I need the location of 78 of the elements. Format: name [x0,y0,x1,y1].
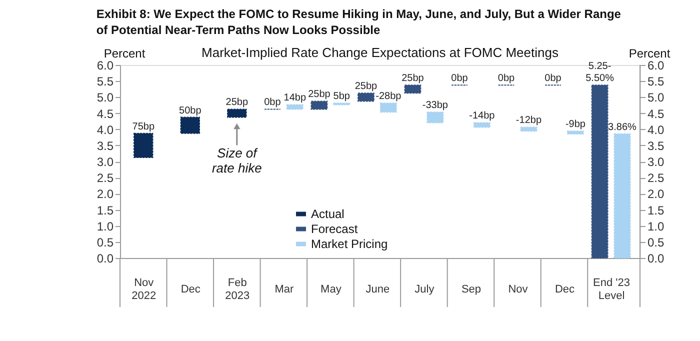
y-tick-label: 2.5 [96,171,114,186]
annotation: 0bp [498,73,516,84]
y2-tick-label: 0.5 [648,235,665,250]
y-tick-label: 3.5 [96,138,114,153]
bar [227,108,247,118]
y-tick-label: 0.0 [96,252,114,266]
y2-tick-label: 1.0 [648,219,665,234]
annotation: 5bp [333,91,350,102]
bar [591,84,608,258]
bar [134,132,154,158]
x-tick-label: Mar [274,284,294,296]
y-tick-label: 5.5 [96,74,114,89]
data-label: 0bp [544,73,562,84]
y2-tick-label: 0.0 [648,252,665,266]
y2-axis-title: Percent [628,46,671,60]
y2-tick-label: 2.5 [648,171,665,186]
bar [358,92,374,102]
y-tick-label: 4.5 [96,106,114,121]
annotation: 25bp [226,97,248,108]
annotation: 14bp [284,92,306,104]
annotation: 75bp [132,121,155,132]
annotation: -28bp [376,91,402,102]
annotation: -12bp [516,115,542,126]
annotation: 50bp [179,105,202,116]
x-tick-label: Dec [180,284,201,296]
y2-tick-label: 5.0 [648,90,665,105]
y2-tick-label: 3.5 [648,138,665,153]
bar [404,84,422,94]
data-label: 3.86% [608,122,637,133]
bar [310,100,328,110]
y-tick-label: 5.0 [96,90,114,105]
x-tick-label: Nov 2022 [132,277,156,302]
legend-label: Actual [311,207,344,221]
bar [180,116,200,134]
y-tick-label: 2.0 [96,187,114,202]
annotation: 0bp [264,97,282,108]
x-tick-label: Dec [554,284,576,296]
y2-tick-label: 1.5 [648,203,665,218]
annotation: 5.25- 5.50% [586,61,614,84]
y-tick-label: 1.0 [96,219,114,234]
bar [614,133,631,258]
bar [426,112,444,124]
annotation: 25bp [402,73,424,84]
chart-title: Exhibit 8: We Expect the FOMC to Resume Hiking in May, June, and July, But a Wider Range of Potential Near-Term Paths Now Looks Possible [96,7,622,37]
bar [473,122,490,128]
chart-subtitle: Market-Implied Rate Change Expectations at FOMC Meetings [202,45,559,60]
y2-tick-label: 4.5 [648,106,665,121]
x-tick-label: Sep [461,284,482,296]
y2-tick-label: 2.0 [648,187,665,202]
x-tick-label: July [414,284,435,296]
bar [380,102,397,113]
legend-label: Forecast [311,222,358,236]
y-tick-label: 0.5 [96,235,114,250]
y-tick-label: 1.5 [96,203,114,218]
annotation: -14bp [469,110,496,122]
y-tick-label: 4.0 [96,122,114,137]
x-tick-label: June [366,284,390,296]
y2-tick-label: 3.0 [648,155,665,169]
y2-tick-label: 5.5 [648,74,665,89]
annotation: 25bp [354,81,378,92]
y-tick-label: 6.0 [96,58,114,72]
legend-label: Market Pricing [311,237,388,251]
y-tick-label: 3.0 [96,155,114,169]
x-tick-label: Feb 2023 [225,277,250,302]
x-tick-label: May [320,284,342,296]
bar [567,130,584,134]
x-tick-label: Nov [508,284,528,296]
y-axis-title: Percent [104,46,146,60]
annotation: -9bp [565,119,586,130]
bar [520,126,538,132]
y2-tick-label: 6.0 [648,58,665,72]
annotation: -33bp [422,100,448,112]
bar [286,104,304,110]
annotation: 25bp [308,89,331,100]
annotation: Size of rate hike [212,145,262,176]
x-tick-label: End '23 Level [593,277,630,302]
annotation: 0bp [451,73,468,84]
y2-tick-label: 4.0 [648,122,665,137]
